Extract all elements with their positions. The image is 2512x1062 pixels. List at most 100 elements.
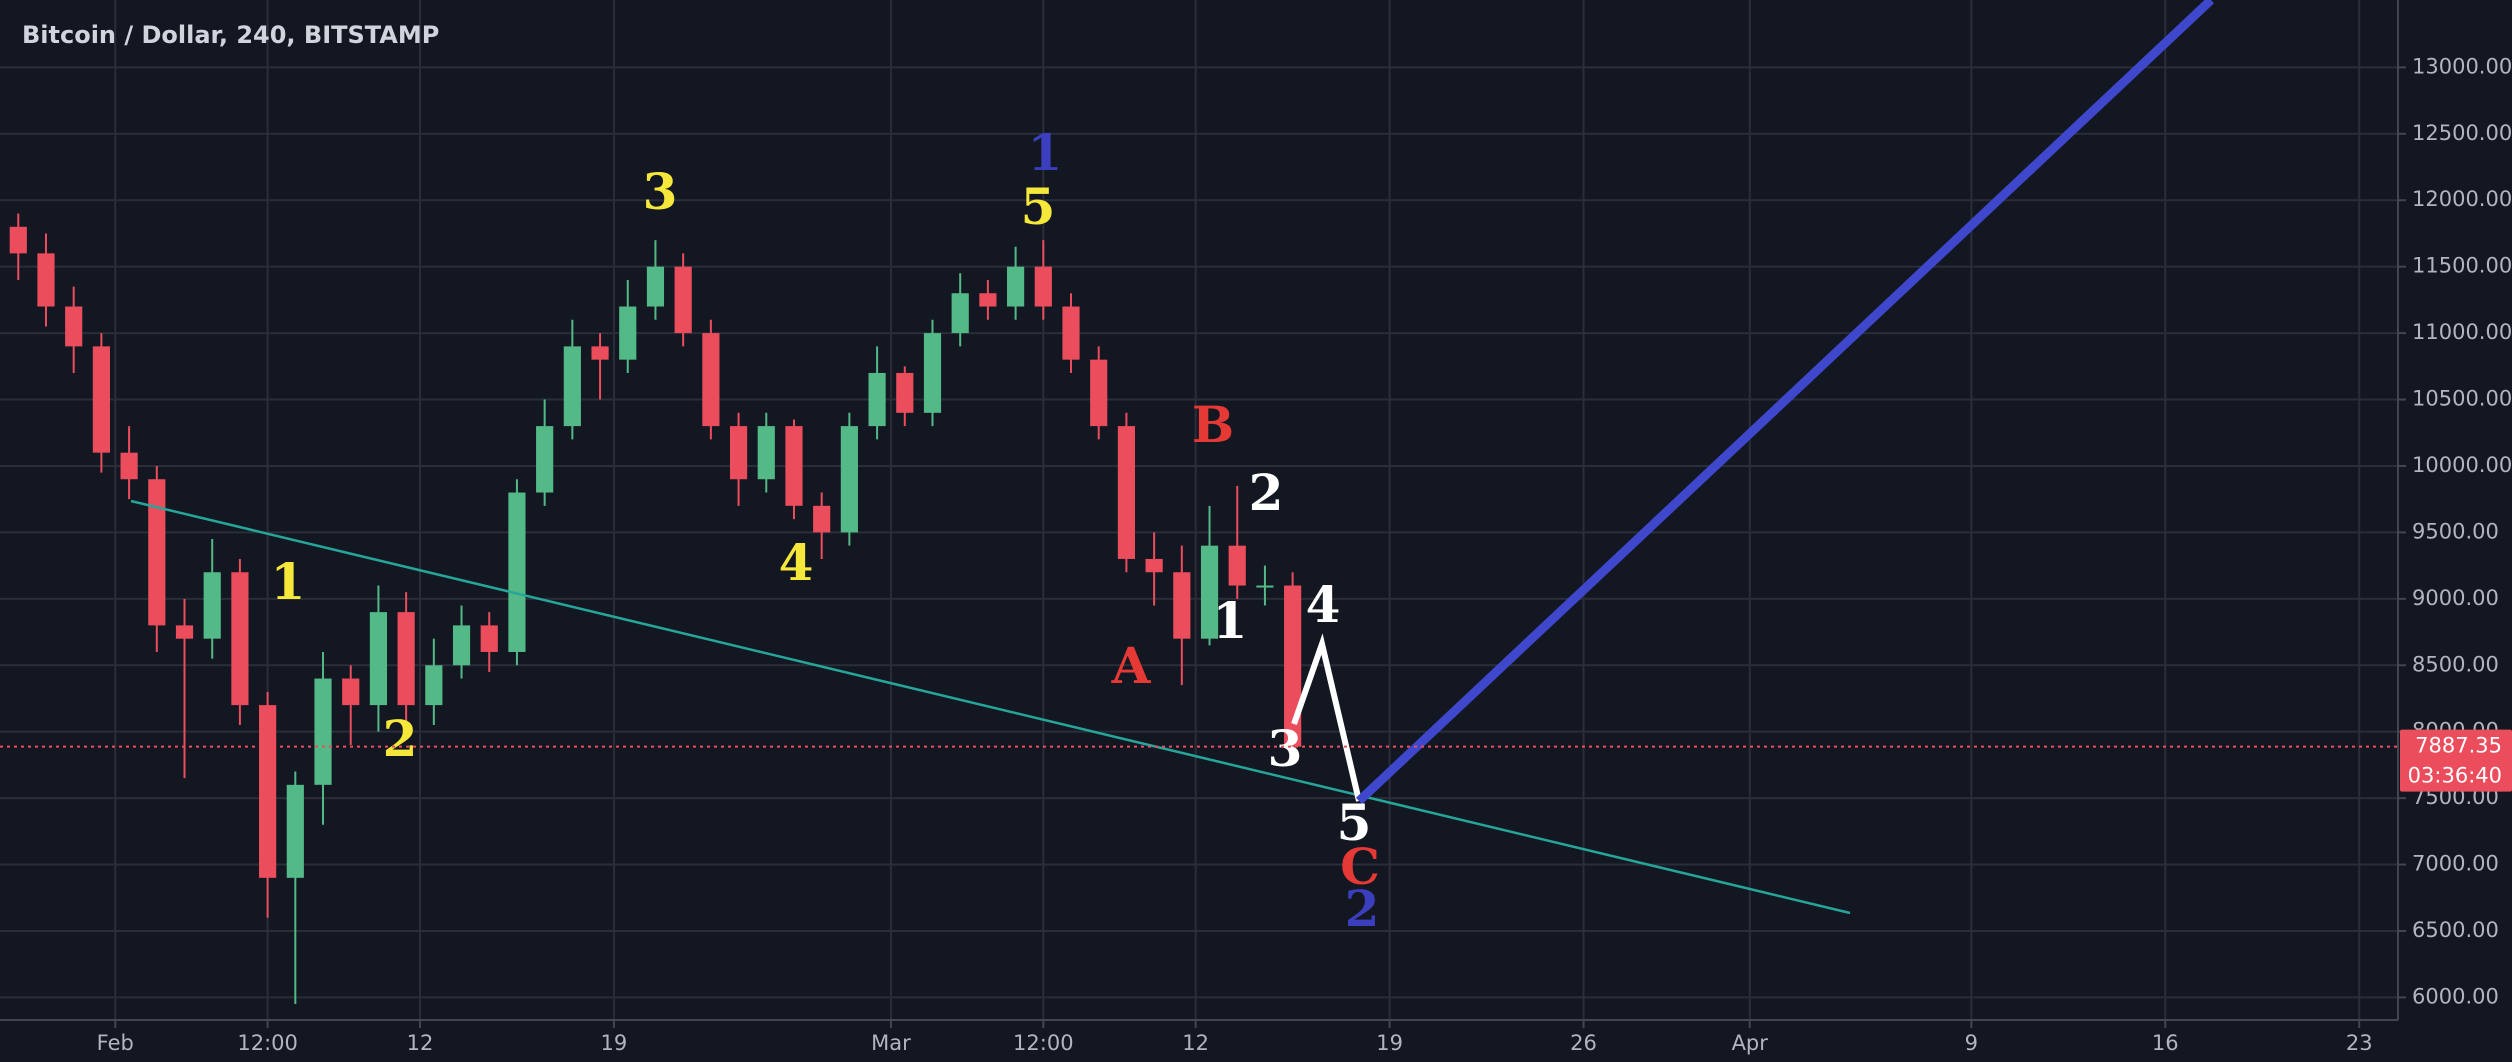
candle-body <box>231 572 249 706</box>
x-tick-label: 12:00 <box>237 1031 298 1055</box>
candle-body <box>1145 558 1163 573</box>
candle-body <box>452 625 471 666</box>
y-tick-label: 11000.00 <box>2412 320 2512 344</box>
candle-body <box>480 625 498 652</box>
x-tick-label: 12:00 <box>1013 1031 1074 1055</box>
candle-body <box>1200 545 1219 639</box>
wave-label: 1 <box>271 552 306 611</box>
wave-label: B <box>1192 395 1234 454</box>
candle-body <box>203 572 221 639</box>
candle-body <box>1228 545 1246 586</box>
candle-body <box>896 372 914 413</box>
candle-body <box>1062 306 1080 360</box>
candle-body <box>342 678 360 706</box>
trend-line <box>130 499 1851 915</box>
wave-label: 2 <box>383 709 418 768</box>
y-tick-label: 12500.00 <box>2412 121 2512 145</box>
candle-body <box>674 266 692 334</box>
impulse-projection <box>1355 0 2215 805</box>
y-tick-label: 13000.00 <box>2412 54 2512 78</box>
candle-body <box>1173 572 1191 639</box>
candle-body <box>813 505 831 533</box>
candle-body <box>923 333 942 413</box>
y-tick-label: 11500.00 <box>2412 254 2512 278</box>
x-tick-label: Feb <box>97 1031 134 1055</box>
candle-body <box>563 346 581 427</box>
candle-body <box>646 266 665 307</box>
candle-body <box>1284 585 1302 747</box>
candle-body <box>92 346 110 453</box>
candles <box>9 213 1302 1005</box>
candle-body <box>369 612 388 706</box>
wave-label: C <box>1340 837 1380 896</box>
wave-label: 3 <box>643 162 678 221</box>
y-tick-label: 7000.00 <box>2412 852 2499 876</box>
chart-title: Bitcoin / Dollar, 240, BITSTAMP <box>22 21 439 49</box>
y-tick-label: 6500.00 <box>2412 918 2499 942</box>
wave-label: 5 <box>1021 177 1056 236</box>
last-price-label: 7887.35 <box>2415 734 2502 758</box>
candle-body <box>1117 426 1136 559</box>
y-tick-label: 6000.00 <box>2412 984 2499 1008</box>
candle-body <box>65 306 83 347</box>
candle-body <box>1034 266 1052 307</box>
wave-label: 4 <box>1306 575 1341 634</box>
wave-label: 4 <box>779 533 814 592</box>
candle-body <box>702 333 720 427</box>
candle-body <box>591 346 609 360</box>
candle-body <box>868 372 886 427</box>
x-tick-label: 9 <box>1965 1031 1978 1055</box>
candle-body <box>536 426 554 493</box>
candle-body <box>286 784 304 878</box>
candle-body <box>508 492 526 652</box>
wave-label: A <box>1111 636 1152 695</box>
x-tick-label: 19 <box>601 1031 628 1055</box>
candle-body <box>148 479 166 626</box>
time-scale <box>0 1020 2398 1062</box>
candle-body <box>979 293 997 307</box>
candle-body <box>314 678 332 785</box>
candle-body <box>425 665 443 706</box>
y-tick-label: 10000.00 <box>2412 453 2512 477</box>
x-tick-label: 19 <box>1376 1031 1403 1055</box>
x-tick-label: 23 <box>2346 1031 2373 1055</box>
wave-label: 1 <box>1213 591 1248 650</box>
y-tick-label: 8500.00 <box>2412 652 2499 676</box>
x-tick-label: 12 <box>1182 1031 1209 1055</box>
candle-body <box>785 426 803 506</box>
candle-body <box>1256 585 1274 588</box>
wave-label: 2 <box>1249 463 1284 522</box>
wave-label: 1 <box>1028 123 1063 182</box>
candle-body <box>1007 266 1025 307</box>
candle-body <box>37 253 55 307</box>
wave-projection <box>1291 633 1362 802</box>
wave-label: 3 <box>1268 719 1303 778</box>
axes: 6000.006500.007000.007500.008000.008500.… <box>97 54 2512 1055</box>
candle-body <box>1090 359 1108 427</box>
x-tick-label: 26 <box>1570 1031 1597 1055</box>
countdown: 03:36:40 <box>2408 764 2502 788</box>
x-tick-label: 16 <box>2152 1031 2179 1055</box>
last-price-box <box>2400 729 2512 792</box>
candle-body <box>951 293 969 334</box>
x-tick-label: 12 <box>407 1031 434 1055</box>
candle-body <box>397 612 415 706</box>
candle-body <box>259 705 277 878</box>
y-tick-label: 9500.00 <box>2412 519 2499 543</box>
candle-body <box>120 452 138 480</box>
candle-body <box>840 426 858 533</box>
candle-body <box>619 306 637 360</box>
candle-body <box>757 426 775 480</box>
price-scale <box>2398 0 2512 1062</box>
y-tick-label: 12000.00 <box>2412 187 2512 211</box>
candle-body <box>729 426 748 480</box>
y-tick-label: 10500.00 <box>2412 387 2512 411</box>
candle-body <box>9 226 27 254</box>
y-tick-label: 9000.00 <box>2412 586 2499 610</box>
wave-label: 2 <box>1345 879 1380 938</box>
x-tick-label: Mar <box>871 1031 911 1055</box>
wave-label: 5 <box>1337 793 1372 852</box>
